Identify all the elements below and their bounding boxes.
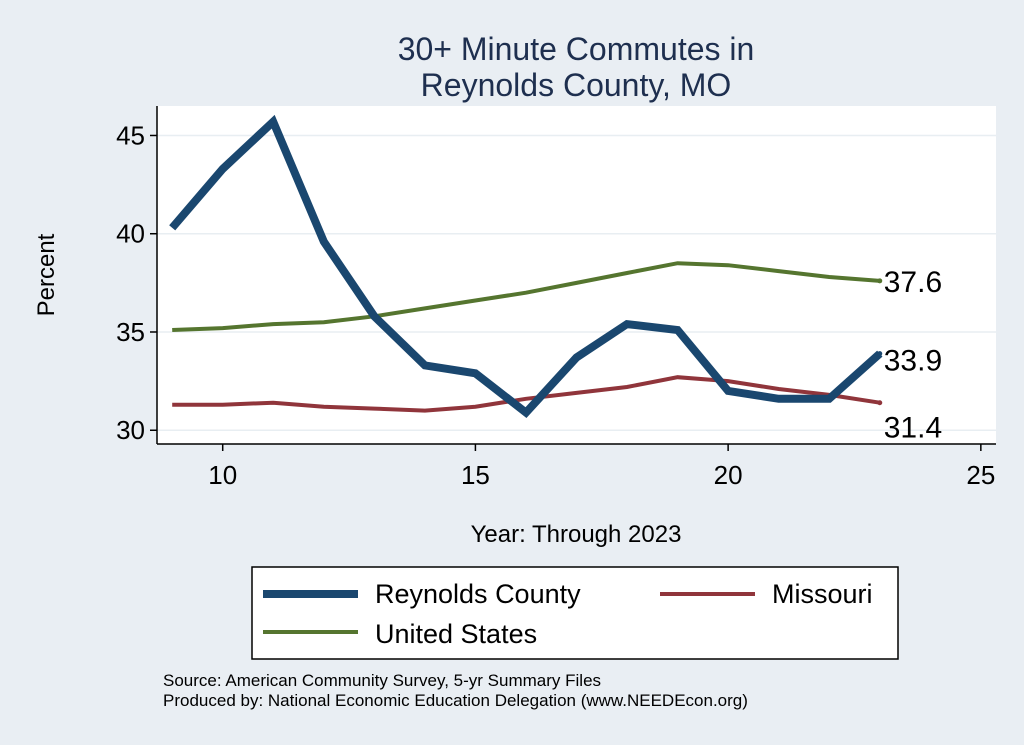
end-point-missouri (877, 400, 883, 406)
axes: 30 35 40 45 10 15 20 25 (116, 106, 996, 490)
x-tick-label-15: 15 (461, 460, 490, 490)
y-axis-label: Percent (33, 233, 60, 316)
legend-label-reynolds: Reynolds County (375, 579, 581, 609)
produced-by-note: Produced by: National Economic Education… (163, 691, 748, 710)
footer: Source: American Community Survey, 5-yr … (163, 671, 748, 711)
legend: Reynolds County Missouri United States (251, 566, 899, 660)
end-label-united-states: 37.6 (884, 266, 942, 299)
x-tick-label-10: 10 (208, 460, 237, 490)
legend-box (251, 566, 899, 660)
y-tick-label-45: 45 (116, 120, 145, 150)
series-line-missouri (172, 375, 881, 413)
plot-area (157, 106, 996, 444)
y-tick-label-40: 40 (116, 219, 145, 249)
end-labels: 33.9 31.4 37.6 (877, 266, 942, 445)
end-point-united-states (877, 278, 883, 284)
x-axis-label: Year: Through 2023 (471, 521, 682, 548)
series-layer (169, 114, 883, 419)
legend-label-us: United States (375, 619, 537, 649)
chart-title-line-2: Reynolds County, MO (421, 67, 732, 103)
end-label-missouri: 31.4 (884, 412, 942, 445)
x-tick-label-20: 20 (714, 460, 743, 490)
chart-title-line-1: 30+ Minute Commutes in (398, 31, 755, 67)
end-point-reynolds-county (877, 351, 883, 357)
series-line-united-states (172, 261, 880, 332)
gridlines (157, 134, 996, 431)
x-tick-label-25: 25 (966, 460, 995, 490)
y-tick-label-30: 30 (116, 415, 145, 445)
source-note: Source: American Community Survey, 5-yr … (163, 671, 602, 690)
series-line-reynolds-county (169, 114, 883, 419)
end-label-reynolds-county: 33.9 (884, 345, 942, 378)
legend-label-missouri: Missouri (772, 579, 873, 609)
y-tick-label-35: 35 (116, 317, 145, 347)
